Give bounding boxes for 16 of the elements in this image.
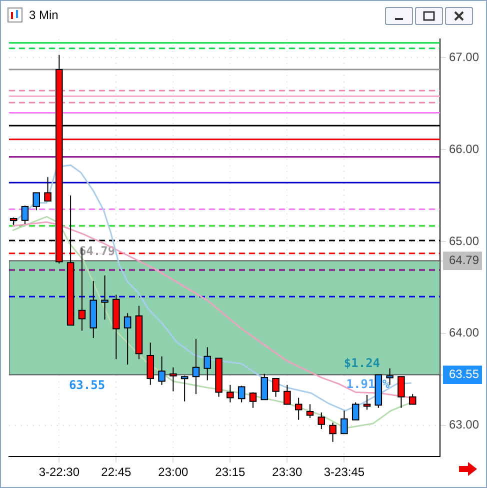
x-tick-label: 22:45 <box>101 465 132 480</box>
chart-title: 3 Min <box>29 8 58 22</box>
y-tick-label: 67.00 <box>448 50 480 64</box>
x-tick-label: 23:15 <box>215 465 246 480</box>
y-tick-label: 64.79 <box>448 253 480 268</box>
y-tick-label: 66.00 <box>448 142 480 156</box>
x-tick-label: 23:00 <box>158 465 189 480</box>
x-tick-label: 3-22:30 <box>38 465 80 480</box>
annotation: $1.24 <box>344 356 380 370</box>
y-tick-label: 63.00 <box>448 418 480 432</box>
annotation: 63.55 <box>68 378 106 392</box>
y-tick-label: 65.00 <box>448 234 480 248</box>
x-tick-label: 3-23:45 <box>324 465 365 480</box>
x-tick-label: 23:30 <box>272 465 303 480</box>
y-tick-label: 63.55 <box>448 367 480 382</box>
y-tick-label: 64.00 <box>448 326 480 340</box>
